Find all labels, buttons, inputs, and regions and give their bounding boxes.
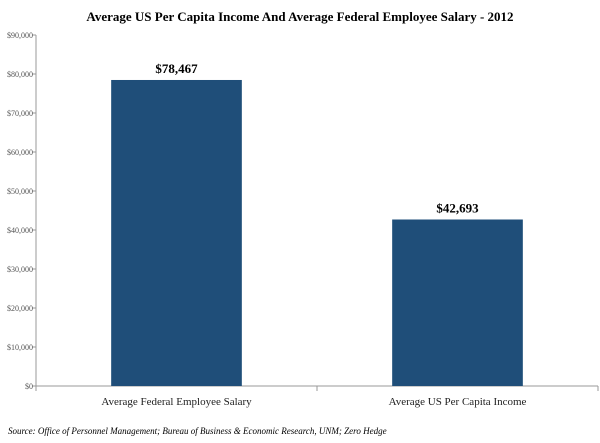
y-tick-label: $80,000 [7, 70, 33, 79]
y-tick-label: $50,000 [7, 187, 33, 196]
x-category-label: Average US Per Capita Income [389, 396, 527, 408]
chart-title: Average US Per Capita Income And Average… [86, 9, 513, 24]
y-tick-label: $40,000 [7, 226, 33, 235]
y-tick-label: $70,000 [7, 109, 33, 118]
x-axis: Average Federal Employee Salary Average U… [35, 385, 599, 408]
y-tick-label: $10,000 [7, 343, 33, 352]
x-category-label: Average Federal Employee Salary [101, 396, 252, 408]
y-tick-label: $60,000 [7, 148, 33, 157]
y-tick-label: $30,000 [7, 265, 33, 274]
bar [111, 79, 242, 386]
bar [392, 219, 523, 386]
bars: $78,467 $42,693 [111, 61, 523, 386]
y-tick-label: $0 [25, 382, 33, 391]
bar-data-label: $42,693 [436, 200, 479, 215]
y-tick-label: $20,000 [7, 304, 33, 313]
y-axis: $0 $10,000 $20,000 $30,000 $40,000 $50,000 $60… [7, 31, 37, 391]
source-note: Source: Office of Personnel Management; … [8, 426, 387, 436]
y-tick-label: $90,000 [7, 31, 33, 40]
bar-data-label: $78,467 [155, 61, 198, 76]
